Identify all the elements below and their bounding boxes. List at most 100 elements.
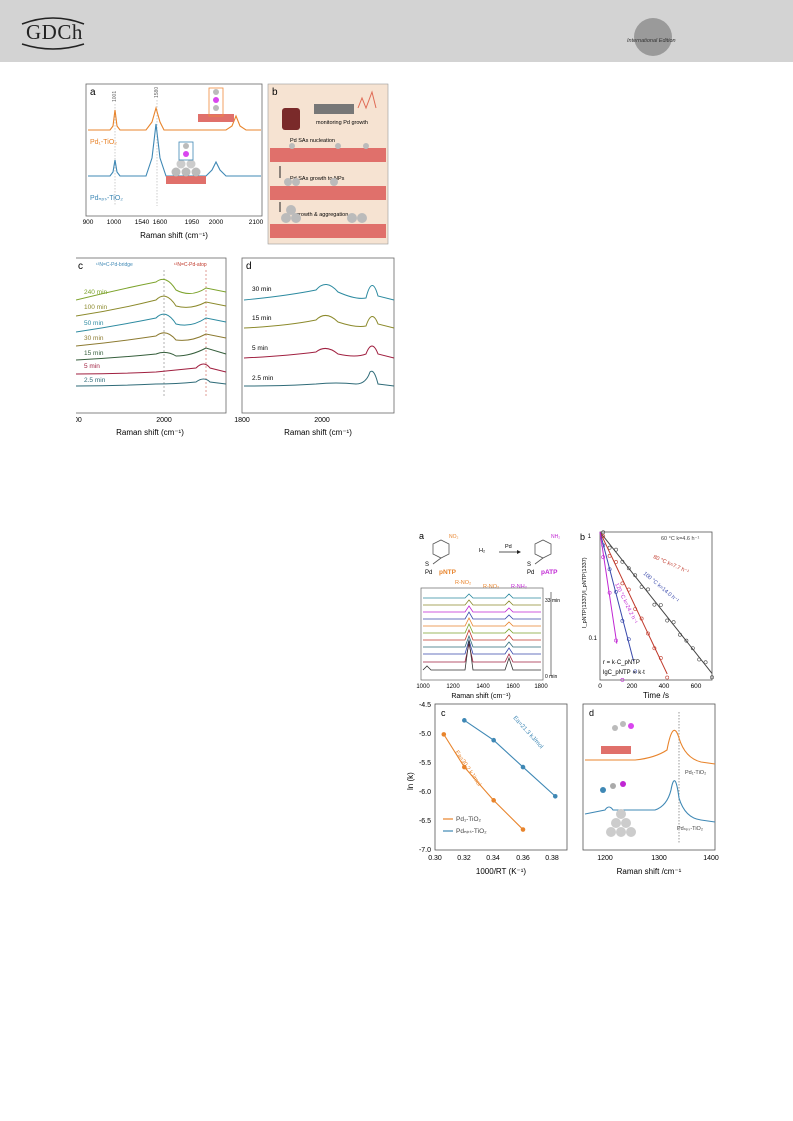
edition-label: International Edition [627,38,676,44]
x-axis-label: Raman shift (cm⁻¹) [140,231,208,240]
data-point [658,603,663,607]
data-point [626,637,631,642]
legend-entry: Pdₙₚₛ-TiO₂ [456,828,487,835]
time-label: 2.5 min [252,375,274,382]
fit-line-series-0 [599,531,713,674]
data-point [646,587,650,592]
data-point [614,547,618,552]
sulfur-label: S [527,562,531,568]
panel-label: c [78,261,83,272]
annotation-bridge: ¹³N=C-Pd-bridge [96,262,133,268]
data-point [646,631,650,636]
data-point [601,555,606,560]
data-point [671,620,676,625]
fit-label: 100 °C k=14.0 h⁻¹ [642,571,680,604]
spectrum-bottom [88,123,261,177]
data-point [620,618,625,623]
tick-label: 1200 [446,684,460,690]
time-label: 240 min [84,289,108,296]
tick-label: 0.38 [545,855,559,862]
x-axis-label: Raman shift (cm⁻¹) [284,428,352,437]
sulfur-label: S [425,562,429,568]
time-label: 15 min [84,350,104,357]
tick-label: 200 [627,683,638,690]
data-point [652,602,657,607]
data-point [620,677,625,682]
tick-label: 1540 [135,219,150,226]
time-label: 30 min [252,286,272,293]
catalyst-label: Pd [505,544,512,550]
x-axis-label: Time /s [643,691,669,700]
data-point [633,573,638,578]
spectrum-top [88,105,261,131]
tick-label: -7.0 [419,847,431,854]
fig2-panel-a: a NO₂ S Pd pNTP H₂ Pd NH₂ S Pd pATP R-NO… [416,531,560,700]
panel-label: d [589,708,594,718]
edition-badge-icon [634,18,672,56]
tick-label: -4.5 [419,702,431,709]
data-point [678,632,682,637]
panel-label: a [419,531,424,541]
series-label-bottom: Pdₙₚₛ-TiO₂ [677,826,703,832]
figure-1: a 1001 1580 Pd₁-TiO₂ Pdₙₚₛ-TiO₂ 900 1000… [76,83,395,437]
patp-molecule-icon [534,539,552,565]
data-point [697,657,702,662]
time-label: 50 min [84,320,104,327]
x-axis-label: Raman shift (cm⁻¹) [116,428,184,437]
pd-label: Pd [527,570,534,576]
panel-label: d [246,261,252,272]
peak-label: 1001 [112,91,118,102]
spectrometer-icon [314,104,354,114]
x-axis-label: Raman shift (cm⁻¹) [451,693,510,700]
panel-label: b [580,532,585,542]
fit-line-series-2 [599,531,635,662]
tick-label: 1800 [76,417,82,424]
tick-label: -6.5 [419,818,431,825]
fig1-panel-b: b monitoring Pd growth Pd SAs nucleation… [267,83,389,245]
x-axis-label: 1000/RT (K⁻¹) [476,867,527,876]
data-point [614,589,618,594]
pntp-molecule-icon [432,539,450,565]
time-label: 5 min [252,345,268,352]
step-label: growth & aggregation [296,212,348,218]
data-point [620,559,625,564]
fit-label: 80 °C k=7.7 h⁻¹ [652,554,690,575]
data-point [462,718,467,723]
rate-law: r = k·C_pNTP [603,660,640,666]
tick-label: 2000 [314,417,330,424]
data-point [703,660,708,665]
peak-label: 1580 [154,87,160,98]
tick-label: 1 [588,534,592,540]
tick-label: -5.0 [419,731,431,738]
tick-label: 0.34 [486,855,500,862]
pd1-structure-icon [601,721,634,754]
figure-2: a NO₂ S Pd pNTP H₂ Pd NH₂ S Pd pATP R-NO… [406,530,719,876]
tick-label: 1200 [597,855,613,862]
tick-label: 0.1 [589,636,598,642]
logo-text: GDCh [26,20,83,44]
data-point [614,638,618,643]
data-point [520,827,526,832]
tick-label: 1600 [153,219,168,226]
fig2b-fit-lines [599,530,714,682]
amine-group: NH₂ [551,534,560,540]
time-bottom-label: 0 min [545,674,557,680]
fig1-panel-a: a 1001 1580 Pd₁-TiO₂ Pdₙₚₛ-TiO₂ 900 1000… [83,83,264,240]
tick-label: 600 [691,683,702,690]
data-point [601,530,606,535]
y-axis-label: ln (k) [406,772,415,790]
pdnps-structure-icon [600,781,636,837]
data-point [665,675,670,680]
ea-annotation: Ea=21.3 kJ/mol [512,715,544,750]
step-label: Pd SAs nucleation [290,138,335,144]
tick-label: 0.30 [428,855,442,862]
y-axis-label: I_pNTP(1337)/I_pNTP(1337) [582,557,588,628]
tick-label: 0.36 [516,855,530,862]
data-point [658,656,663,660]
data-point [441,732,447,737]
gdch-logo-icon [21,17,85,50]
data-point [633,669,638,674]
data-point [710,675,714,680]
data-point [626,587,631,592]
data-point [491,737,496,743]
